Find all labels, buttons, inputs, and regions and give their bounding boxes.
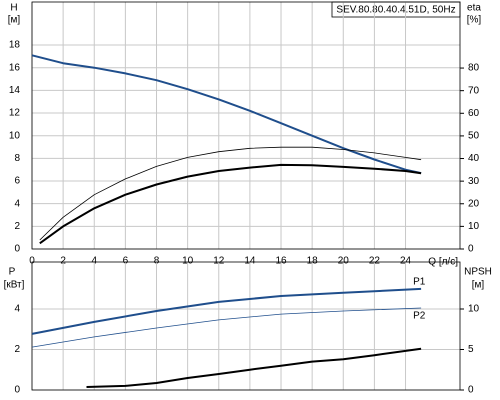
line-series	[31, 287, 422, 335]
x-tick-label: 2	[60, 256, 66, 267]
y2-tick-label: 40	[468, 153, 480, 164]
y2-tick-label: 30	[468, 176, 480, 187]
chart-title: SEV.80.80.40.4.51D, 50Hz	[336, 5, 455, 16]
y-tick-label: 12	[9, 108, 21, 119]
x-tick-label: 16	[275, 256, 287, 267]
y-tick-label: 16	[9, 62, 21, 73]
y2-axis-label: eta	[467, 3, 481, 14]
y-tick-label: 4	[14, 304, 20, 315]
y2-tick-label: 10	[468, 304, 480, 315]
y-tick-label: 6	[14, 176, 20, 187]
x-tick-label: 4	[91, 256, 97, 267]
y2-tick-label: 80	[468, 63, 480, 74]
series-label: P2	[413, 311, 426, 322]
y2-tick-label: 60	[468, 108, 480, 119]
y-tick-label: 8	[14, 153, 20, 164]
line-series	[31, 307, 422, 348]
line-series	[86, 347, 422, 388]
plot-frame	[31, 261, 461, 391]
line-series	[39, 146, 422, 241]
y-axis-unit: [м]	[8, 15, 21, 26]
x-tick-label: 6	[123, 256, 129, 267]
line-series	[39, 163, 422, 245]
x-tick-label: 22	[369, 256, 381, 267]
y-tick-label: 0	[14, 244, 20, 255]
y2-axis-unit: [%]	[467, 15, 482, 26]
y-tick-label: 4	[14, 198, 20, 209]
y-tick-label: 2	[14, 221, 20, 232]
x-tick-label: 20	[338, 256, 350, 267]
y-axis-unit: [кВт]	[4, 280, 25, 291]
x-tick-label: 24	[400, 256, 412, 267]
y2-tick-label: 10	[468, 221, 480, 232]
y2-tick-label: 50	[468, 131, 480, 142]
y-axis-label: H	[10, 3, 17, 14]
y-tick-label: 2	[14, 344, 20, 355]
y2-tick-label: 20	[468, 198, 480, 209]
x-tick-label: 0	[29, 256, 35, 267]
y-tick-label: 14	[9, 85, 21, 96]
x-tick-label: 8	[154, 256, 160, 267]
y2-tick-label: 0	[468, 244, 474, 255]
y-axis-label: P	[9, 267, 16, 278]
x-tick-label: 10	[182, 256, 194, 267]
y-tick-label: 10	[9, 130, 21, 141]
y-tick-label: 0	[14, 385, 20, 396]
line-series	[31, 54, 422, 175]
plot-frame	[31, 1, 461, 250]
series-label: P1	[413, 277, 426, 288]
y2-tick-label: 0	[468, 385, 474, 396]
x-tick-label: 12	[213, 256, 225, 267]
x-tick-label: 18	[307, 256, 319, 267]
y2-axis-label: NPSH	[464, 267, 492, 278]
y2-tick-label: 70	[468, 85, 480, 96]
x-tick-label: 14	[244, 256, 256, 267]
y-tick-label: 18	[9, 40, 21, 51]
y2-tick-label: 5	[468, 344, 474, 355]
y2-axis-unit: [м]	[472, 280, 485, 291]
